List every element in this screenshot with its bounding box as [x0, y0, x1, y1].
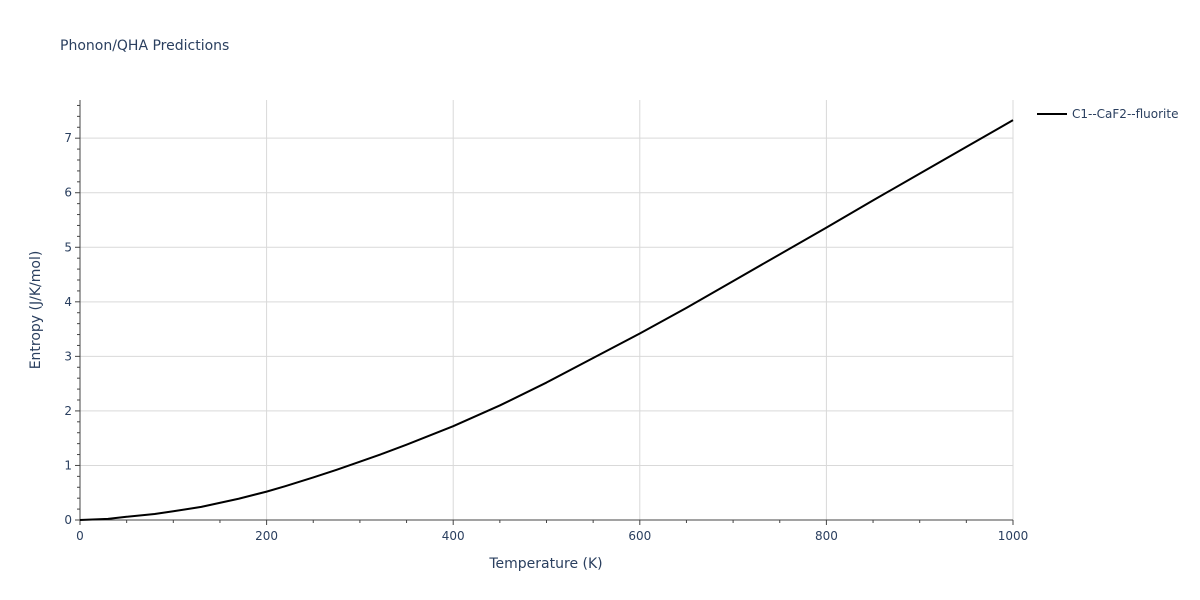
series-layer [79, 119, 1014, 521]
x-axis-title: Temperature (K) [488, 556, 602, 572]
y-tick-label: 4 [64, 295, 72, 309]
legend[interactable]: C1--CaF2--fluorite [1037, 107, 1178, 121]
y-axis-title: Entropy (J/K/mol) [28, 251, 44, 370]
x-tick-label: 1000 [998, 529, 1029, 543]
y-tick-label: 0 [64, 513, 72, 527]
grid [80, 100, 1014, 520]
y-tick-label: 1 [64, 458, 72, 472]
y-tick-label: 5 [64, 240, 72, 254]
x-tick-label: 800 [815, 529, 838, 543]
y-tick-label: 7 [64, 131, 72, 145]
x-tick-label: 0 [76, 529, 84, 543]
x-tick-label: 400 [442, 529, 465, 543]
x-tick-label: 200 [255, 529, 278, 543]
y-tick-label: 3 [64, 349, 72, 363]
x-tick-label: 600 [628, 529, 651, 543]
chart-title: Phonon/QHA Predictions [60, 38, 229, 54]
legend-label-c1-caf2-fluorite: C1--CaF2--fluorite [1072, 107, 1178, 121]
axes: 0 200 400 600 800 1000 0 1 2 3 4 5 6 7 [64, 100, 1028, 543]
series-line-0 [79, 119, 1014, 521]
y-tick-label: 6 [64, 186, 72, 200]
y-tick-label: 2 [64, 404, 72, 418]
